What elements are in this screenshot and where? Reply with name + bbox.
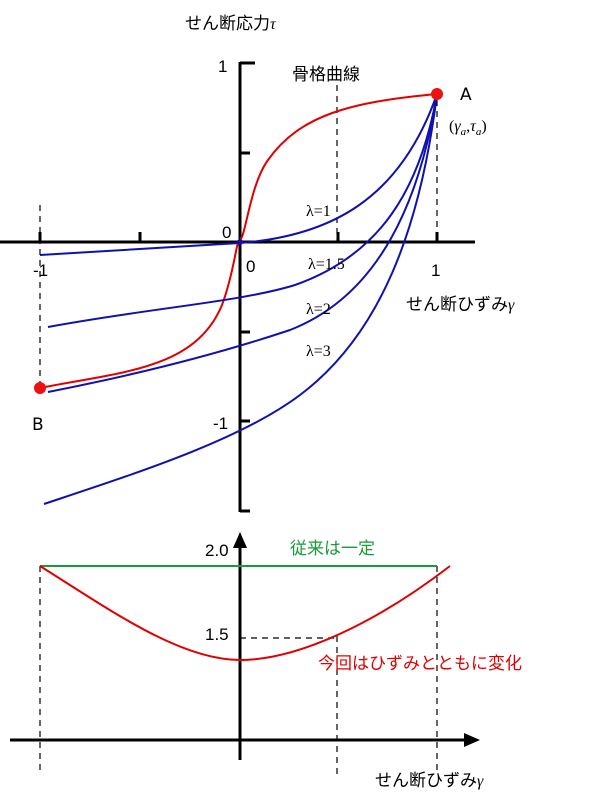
varying-curve xyxy=(39,565,451,662)
lambda-2-curve xyxy=(47,93,438,393)
point-b-label: B xyxy=(32,415,44,435)
origin-label: 0 xyxy=(222,223,231,242)
point-a-label: A xyxy=(460,85,472,105)
bottom-y-tick-label-2: 2.0 xyxy=(205,541,229,560)
lambda-1-label: λ=1 xyxy=(306,203,331,220)
lambda-1-5-label: λ=1.5 xyxy=(308,256,345,273)
point-b-marker xyxy=(34,382,46,394)
y-axis-label: せん断応力τ xyxy=(185,14,277,34)
x-zero-label: 0 xyxy=(246,257,255,276)
lambda-3-curve xyxy=(43,93,438,505)
bottom-plot: 2.0 1.5 従来は一定 今回はひずみとともに変化 せん断ひずみγ xyxy=(10,532,522,791)
lambda-1-5-curve xyxy=(47,93,438,328)
bottom-x-axis-label: せん断ひずみγ xyxy=(375,771,484,791)
bottom-x-arrow xyxy=(464,733,480,747)
top-plot: せん断応力τ 骨格曲線 1 0 0 -1 1 -1 せん断ひずみγ A (γa,… xyxy=(0,14,515,513)
skeleton-label: 骨格曲線 xyxy=(292,65,360,85)
x-tick-label-neg-1: -1 xyxy=(33,261,48,280)
lambda-3-label: λ=3 xyxy=(306,343,331,360)
y-tick-label-neg-1: -1 xyxy=(213,414,228,433)
x-axis-label: せん断ひずみγ xyxy=(406,295,515,315)
constant-label: 従来は一定 xyxy=(290,539,375,559)
x-tick-label-pos-1: 1 xyxy=(431,261,440,280)
point-a-marker xyxy=(431,88,443,100)
bottom-y-tick-label-15: 1.5 xyxy=(205,625,229,644)
origin-marker xyxy=(237,239,243,245)
point-a-coords: (γa,τa) xyxy=(449,118,487,138)
lambda-2-label: λ=2 xyxy=(306,301,331,318)
bottom-y-arrow xyxy=(233,532,247,548)
y-tick-label-1: 1 xyxy=(218,57,227,76)
varying-label: 今回はひずみとともに変化 xyxy=(318,654,522,674)
